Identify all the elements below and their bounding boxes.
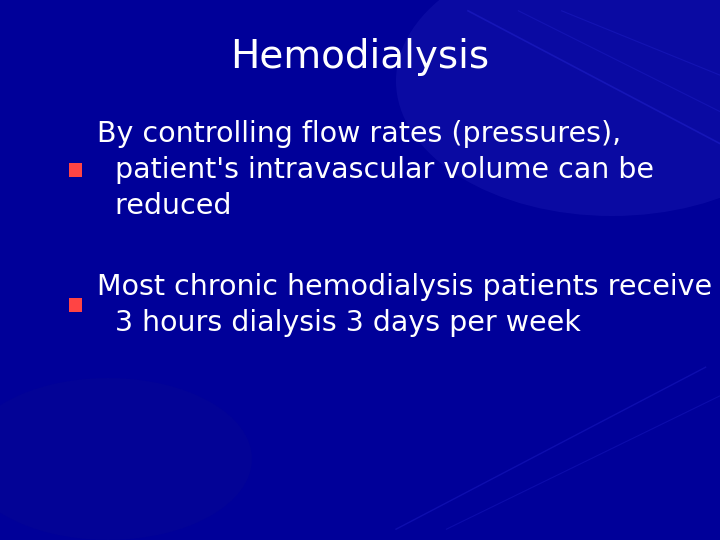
Text: Most chronic hemodialysis patients receive
  3 hours dialysis 3 days per week: Most chronic hemodialysis patients recei… — [97, 273, 712, 337]
Text: By controlling flow rates (pressures),
  patient's intravascular volume can be
 : By controlling flow rates (pressures), p… — [97, 120, 654, 220]
FancyBboxPatch shape — [69, 163, 82, 177]
Ellipse shape — [0, 378, 252, 540]
Text: Hemodialysis: Hemodialysis — [230, 38, 490, 76]
Ellipse shape — [396, 0, 720, 216]
FancyBboxPatch shape — [69, 298, 82, 312]
